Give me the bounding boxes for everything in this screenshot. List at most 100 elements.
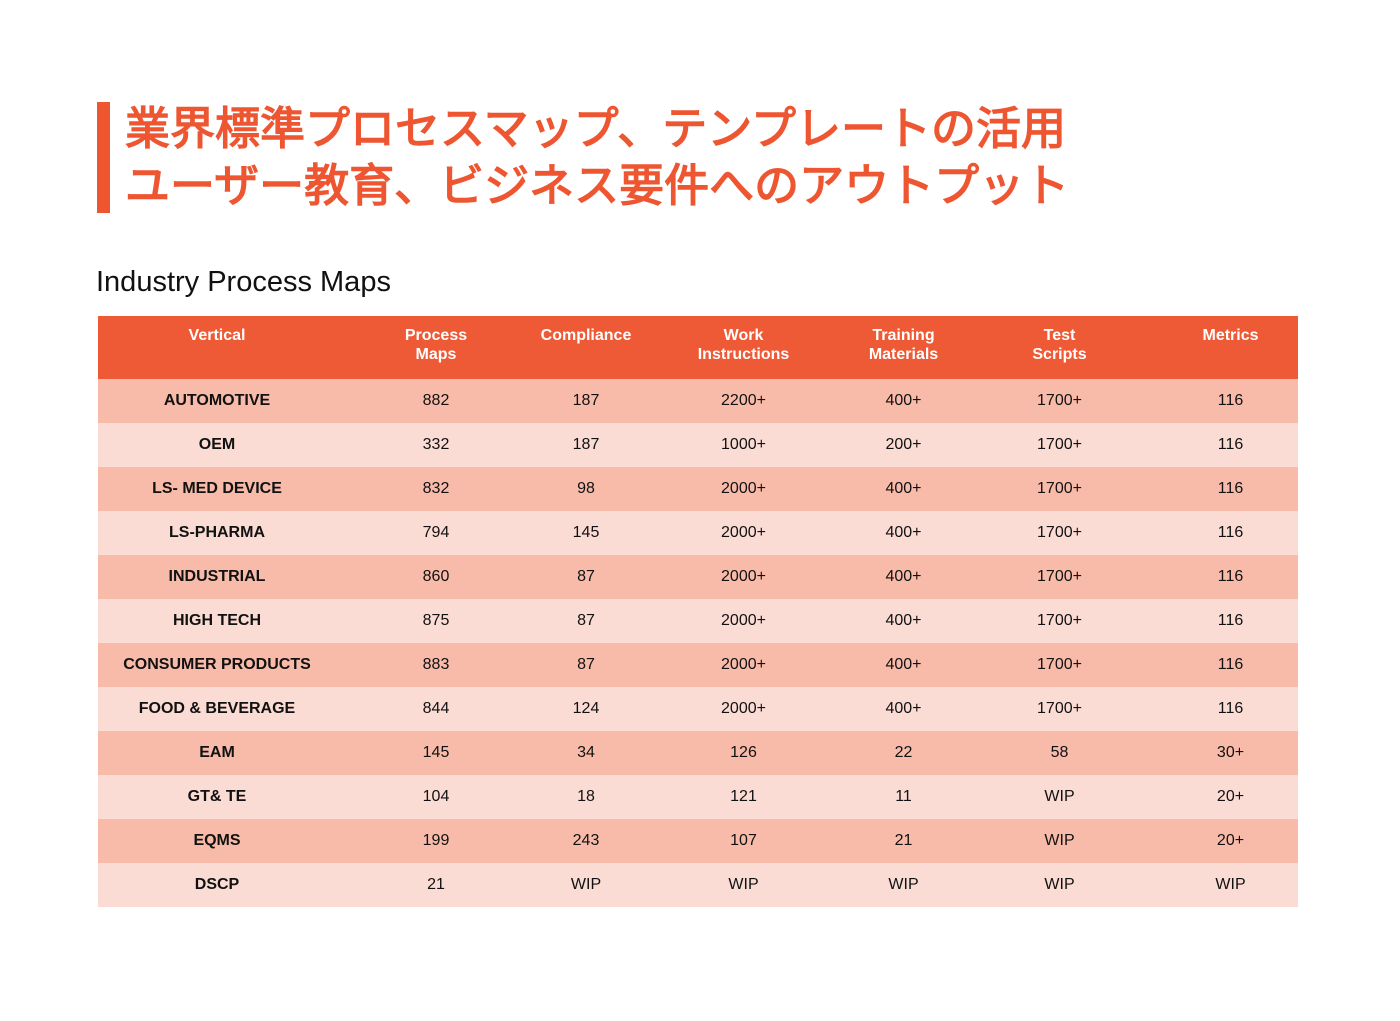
cell-training-materials: 400+	[885, 392, 922, 409]
cell-vertical: DSCP	[194, 876, 240, 893]
cell-test-scripts: 58	[1050, 744, 1069, 761]
cell-test-scripts: 1700+	[1037, 480, 1082, 497]
cell-compliance: 87	[577, 568, 595, 585]
cell-training-materials: 200+	[885, 436, 922, 453]
cell-work-instructions: WIP	[728, 876, 759, 893]
cell-compliance: 98	[577, 480, 595, 497]
cell-metrics: 116	[1217, 700, 1244, 717]
cell-process-maps: 199	[422, 832, 450, 849]
table-row: DSCP 21 WIP WIP WIP WIP WIP	[98, 863, 1298, 907]
cell-vertical: FOOD & BEVERAGE	[138, 700, 296, 717]
cell-compliance: 87	[577, 612, 595, 629]
cell-test-scripts: 1700+	[1037, 568, 1082, 585]
column-header-process-maps: Process Maps	[404, 327, 468, 363]
cell-compliance: 87	[577, 656, 595, 673]
cell-work-instructions: 2000+	[721, 656, 766, 673]
cell-vertical: OEM	[198, 436, 236, 453]
cell-work-instructions: 126	[730, 744, 757, 761]
cell-test-scripts: 1700+	[1037, 700, 1082, 717]
table-row: AUTOMOTIVE 882 187 2200+ 400+ 1700+ 116	[98, 379, 1298, 423]
cell-training-materials: 400+	[885, 700, 922, 717]
table-row: LS- MED DEVICE 832 98 2000+ 400+ 1700+ 116	[98, 467, 1298, 511]
cell-metrics: 116	[1217, 568, 1244, 585]
cell-work-instructions: 2200+	[721, 392, 766, 409]
column-header-training-materials: Training Materials	[868, 327, 939, 363]
cell-vertical: GT& TE	[187, 788, 247, 805]
cell-training-materials: 22	[894, 744, 913, 761]
table-row: LS-PHARMA 794 145 2000+ 400+ 1700+ 116	[98, 511, 1298, 555]
cell-compliance: WIP	[570, 876, 602, 893]
process-maps-table-container: Vertical Process Maps Compliance Work Instruc…	[98, 316, 1298, 907]
section-title: Industry Process Maps	[96, 266, 391, 298]
column-header-work-instructions: Work Instructions	[697, 327, 790, 363]
cell-metrics: 20+	[1216, 832, 1245, 849]
cell-compliance: 18	[577, 788, 595, 805]
cell-training-materials: 400+	[885, 568, 922, 585]
cell-metrics: 30+	[1216, 744, 1245, 761]
cell-compliance: 124	[572, 700, 600, 717]
cell-test-scripts: WIP	[1044, 788, 1075, 805]
cell-process-maps: 860	[422, 568, 450, 585]
cell-vertical: CONSUMER PRODUCTS	[123, 656, 311, 673]
table-body: AUTOMOTIVE 882 187 2200+ 400+ 1700+ 116 OEM 332 1…	[98, 379, 1298, 907]
cell-vertical: LS- MED DEVICE	[152, 480, 282, 497]
cell-work-instructions: 121	[730, 788, 757, 805]
cell-metrics: 116	[1217, 612, 1244, 629]
cell-vertical: INDUSTRIAL	[168, 568, 266, 585]
cell-test-scripts: 1700+	[1037, 612, 1082, 629]
cell-metrics: 116	[1217, 524, 1244, 541]
cell-process-maps: 145	[422, 744, 450, 761]
cell-process-maps: 21	[427, 876, 445, 893]
table-header-row: Vertical Process Maps Compliance Work Instruc…	[98, 316, 1298, 379]
title-accent-bar	[97, 102, 110, 213]
cell-test-scripts: WIP	[1044, 876, 1075, 893]
cell-vertical: EAM	[199, 744, 235, 761]
cell-work-instructions: 2000+	[721, 568, 766, 585]
cell-process-maps: 844	[422, 700, 450, 717]
cell-vertical: LS-PHARMA	[169, 524, 265, 541]
cell-metrics: 116	[1217, 656, 1244, 673]
table-row: GT& TE 104 18 121 11 WIP 20+	[98, 775, 1298, 819]
table-row: CONSUMER PRODUCTS 883 87 2000+ 400+ 1700+ 116	[98, 643, 1298, 687]
cell-metrics: 116	[1217, 480, 1244, 497]
cell-process-maps: 882	[422, 392, 450, 409]
cell-process-maps: 332	[422, 436, 450, 453]
cell-work-instructions: 2000+	[721, 524, 766, 541]
cell-vertical: EQMS	[193, 832, 241, 849]
cell-test-scripts: 1700+	[1037, 392, 1082, 409]
cell-test-scripts: WIP	[1044, 832, 1075, 849]
cell-work-instructions: 1000+	[721, 436, 766, 453]
cell-process-maps: 875	[422, 612, 450, 629]
cell-work-instructions: 2000+	[721, 480, 766, 497]
column-header-vertical: Vertical	[188, 327, 246, 344]
table-row: OEM 332 187 1000+ 200+ 1700+ 116	[98, 423, 1298, 467]
table-row: INDUSTRIAL 860 87 2000+ 400+ 1700+ 116	[98, 555, 1298, 599]
column-header-compliance: Compliance	[540, 327, 632, 344]
cell-compliance: 34	[577, 744, 595, 761]
page-title-line-2: ユーザー教育、ビジネス要件へのアウトプット	[125, 159, 1070, 212]
table-row: HIGH TECH 875 87 2000+ 400+ 1700+ 116	[98, 599, 1298, 643]
cell-training-materials: 400+	[885, 656, 922, 673]
cell-test-scripts: 1700+	[1037, 524, 1082, 541]
page-title-line-1: 業界標準プロセスマップ、テンプレートの活用	[125, 102, 1066, 155]
page-title: 業界標準プロセスマップ、テンプレートの活用 ユーザー教育、ビジネス要件へのアウト…	[125, 100, 1069, 214]
cell-work-instructions: 107	[730, 832, 757, 849]
cell-test-scripts: 1700+	[1037, 656, 1082, 673]
table-row: EAM 145 34 126 22 58 30+	[98, 731, 1298, 775]
cell-metrics: WIP	[1215, 876, 1246, 893]
cell-metrics: 116	[1217, 392, 1244, 409]
cell-process-maps: 794	[422, 524, 450, 541]
table-row: FOOD & BEVERAGE 844 124 2000+ 400+ 1700+ 116	[98, 687, 1298, 731]
cell-compliance: 243	[572, 832, 600, 849]
cell-training-materials: 400+	[885, 480, 922, 497]
process-maps-table: Vertical Process Maps Compliance Work Instruc…	[98, 316, 1298, 907]
cell-process-maps: 104	[422, 788, 450, 805]
cell-vertical: AUTOMOTIVE	[163, 392, 271, 409]
cell-compliance: 145	[572, 524, 600, 541]
cell-training-materials: 400+	[885, 524, 922, 541]
cell-process-maps: 883	[422, 656, 450, 673]
cell-test-scripts: 1700+	[1037, 436, 1082, 453]
table-row: EQMS 199 243 107 21 WIP 20+	[98, 819, 1298, 863]
cell-work-instructions: 2000+	[721, 612, 766, 629]
column-header-metrics: Metrics	[1202, 327, 1259, 344]
